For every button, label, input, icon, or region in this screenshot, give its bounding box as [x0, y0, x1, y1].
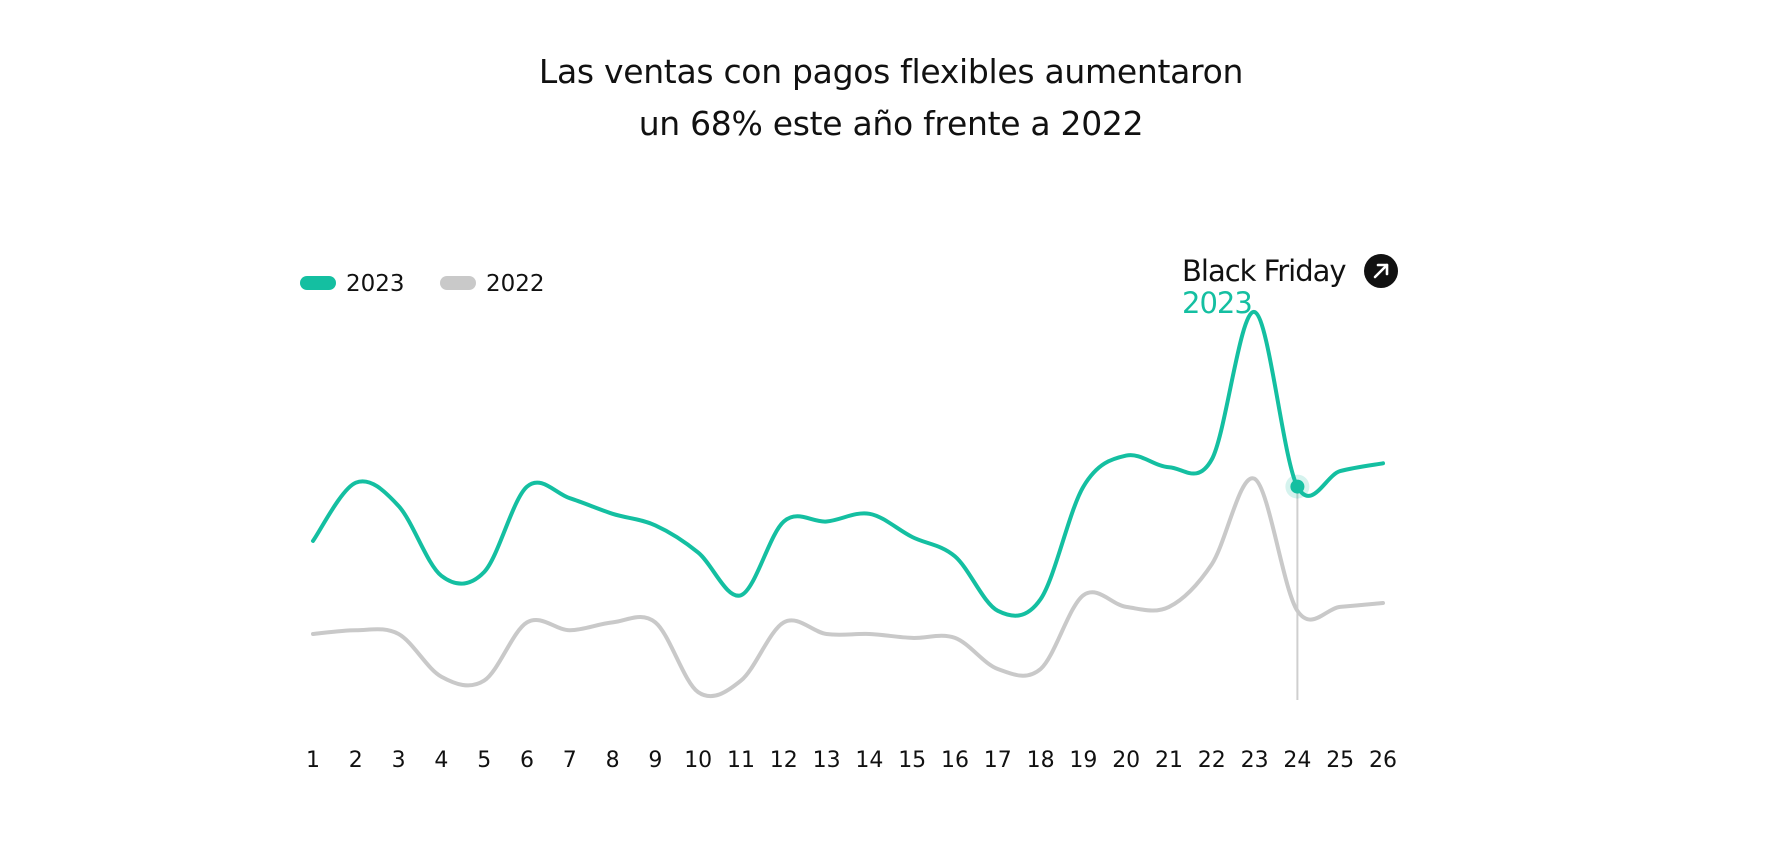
- annotation-label: Black Friday: [1182, 254, 1346, 288]
- x-tick-label: 10: [684, 748, 712, 773]
- x-tick-label: 5: [477, 748, 491, 773]
- peak-marker: [1290, 479, 1305, 494]
- x-tick-label: 17: [984, 748, 1012, 773]
- chart-title-line-1: Las ventas con pagos flexibles aumentaro…: [538, 52, 1244, 91]
- x-tick-label: 25: [1326, 748, 1354, 773]
- legend-label-2023: 2023: [346, 271, 405, 297]
- x-tick-label: 15: [898, 748, 926, 773]
- x-tick-label: 6: [520, 748, 534, 773]
- x-tick-label: 2: [349, 748, 363, 773]
- x-tick-label: 4: [434, 748, 448, 773]
- x-tick-label: 20: [1112, 748, 1140, 773]
- legend-swatch-2023: [300, 276, 336, 290]
- x-tick-label: 13: [813, 748, 841, 773]
- x-axis-tick-labels: 1 2 3 4 5 6 7 8 9 10 11 12 13 14 15 16 17 18 19 20 21 22 23 24 2…: [306, 748, 1397, 773]
- x-tick-label: 14: [855, 748, 883, 773]
- chart-title: Las ventas con pagos flexibles aumentaro…: [0, 46, 1782, 150]
- x-tick-label: 8: [606, 748, 620, 773]
- x-tick-label: 22: [1198, 748, 1226, 773]
- series-line-2022: [311, 476, 1385, 699]
- x-tick-label: 12: [770, 748, 798, 773]
- legend: 2023 2022: [300, 271, 545, 297]
- x-tick-label: 23: [1241, 748, 1269, 773]
- legend-label-2022: 2022: [486, 271, 545, 297]
- x-tick-label: 16: [941, 748, 969, 773]
- annotation-sublabel: 2023: [1182, 286, 1252, 320]
- x-tick-label: 26: [1369, 748, 1397, 773]
- x-tick-label: 18: [1027, 748, 1055, 773]
- chart-title-line-2: un 68% este año frente a 2022: [638, 104, 1144, 143]
- x-tick-label: 3: [392, 748, 406, 773]
- series-lines: [311, 310, 1385, 699]
- series-line-2023: [311, 310, 1385, 618]
- arrow-up-right-icon: [1364, 254, 1398, 288]
- x-tick-label: 24: [1283, 748, 1311, 773]
- legend-swatch-2022: [440, 276, 476, 290]
- x-tick-label: 7: [563, 748, 577, 773]
- x-tick-label: 21: [1155, 748, 1183, 773]
- x-tick-label: 9: [648, 748, 662, 773]
- x-tick-label: 1: [306, 748, 320, 773]
- x-tick-label: 19: [1069, 748, 1097, 773]
- x-tick-label: 11: [727, 748, 755, 773]
